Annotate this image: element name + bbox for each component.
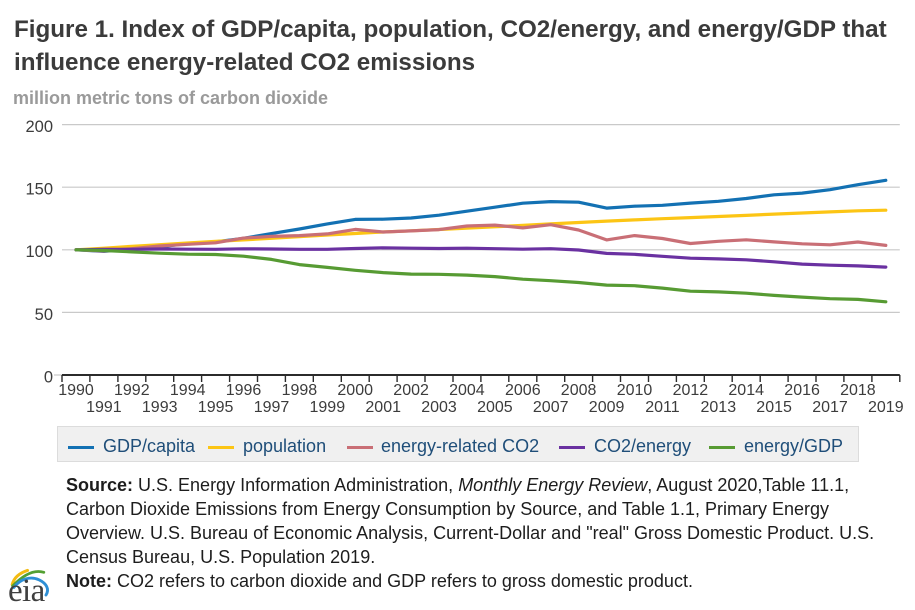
svg-text:2004: 2004 bbox=[449, 382, 485, 399]
svg-text:2018: 2018 bbox=[840, 382, 876, 399]
svg-text:1993: 1993 bbox=[142, 399, 178, 416]
svg-text:1991: 1991 bbox=[86, 399, 122, 416]
svg-text:2010: 2010 bbox=[617, 382, 653, 399]
svg-text:100: 100 bbox=[25, 243, 53, 261]
svg-text:1992: 1992 bbox=[114, 382, 150, 399]
svg-text:1999: 1999 bbox=[310, 399, 346, 416]
svg-text:2019: 2019 bbox=[868, 399, 904, 416]
svg-text:2016: 2016 bbox=[784, 382, 820, 399]
svg-text:2009: 2009 bbox=[589, 399, 625, 416]
svg-text:2011: 2011 bbox=[645, 399, 680, 416]
svg-text:1998: 1998 bbox=[282, 382, 318, 399]
svg-text:1995: 1995 bbox=[198, 399, 234, 416]
svg-text:2007: 2007 bbox=[533, 399, 569, 416]
svg-text:0: 0 bbox=[44, 368, 53, 386]
svg-text:1990: 1990 bbox=[58, 382, 94, 399]
svg-text:2006: 2006 bbox=[505, 382, 541, 399]
svg-text:2005: 2005 bbox=[477, 399, 513, 416]
svg-text:150: 150 bbox=[25, 181, 53, 199]
svg-text:2002: 2002 bbox=[393, 382, 429, 399]
svg-text:200: 200 bbox=[25, 118, 53, 136]
svg-text:1996: 1996 bbox=[226, 382, 262, 399]
svg-text:2012: 2012 bbox=[673, 382, 709, 399]
svg-text:2008: 2008 bbox=[561, 382, 597, 399]
svg-text:2001: 2001 bbox=[365, 399, 401, 416]
svg-text:2000: 2000 bbox=[337, 382, 373, 399]
svg-text:1994: 1994 bbox=[170, 382, 206, 399]
svg-text:2003: 2003 bbox=[421, 399, 457, 416]
svg-text:1997: 1997 bbox=[254, 399, 290, 416]
svg-text:2013: 2013 bbox=[701, 399, 737, 416]
svg-text:2015: 2015 bbox=[756, 399, 792, 416]
svg-text:50: 50 bbox=[35, 306, 53, 324]
svg-text:eia: eia bbox=[8, 573, 46, 609]
svg-text:2014: 2014 bbox=[728, 382, 764, 399]
svg-text:2017: 2017 bbox=[812, 399, 848, 416]
